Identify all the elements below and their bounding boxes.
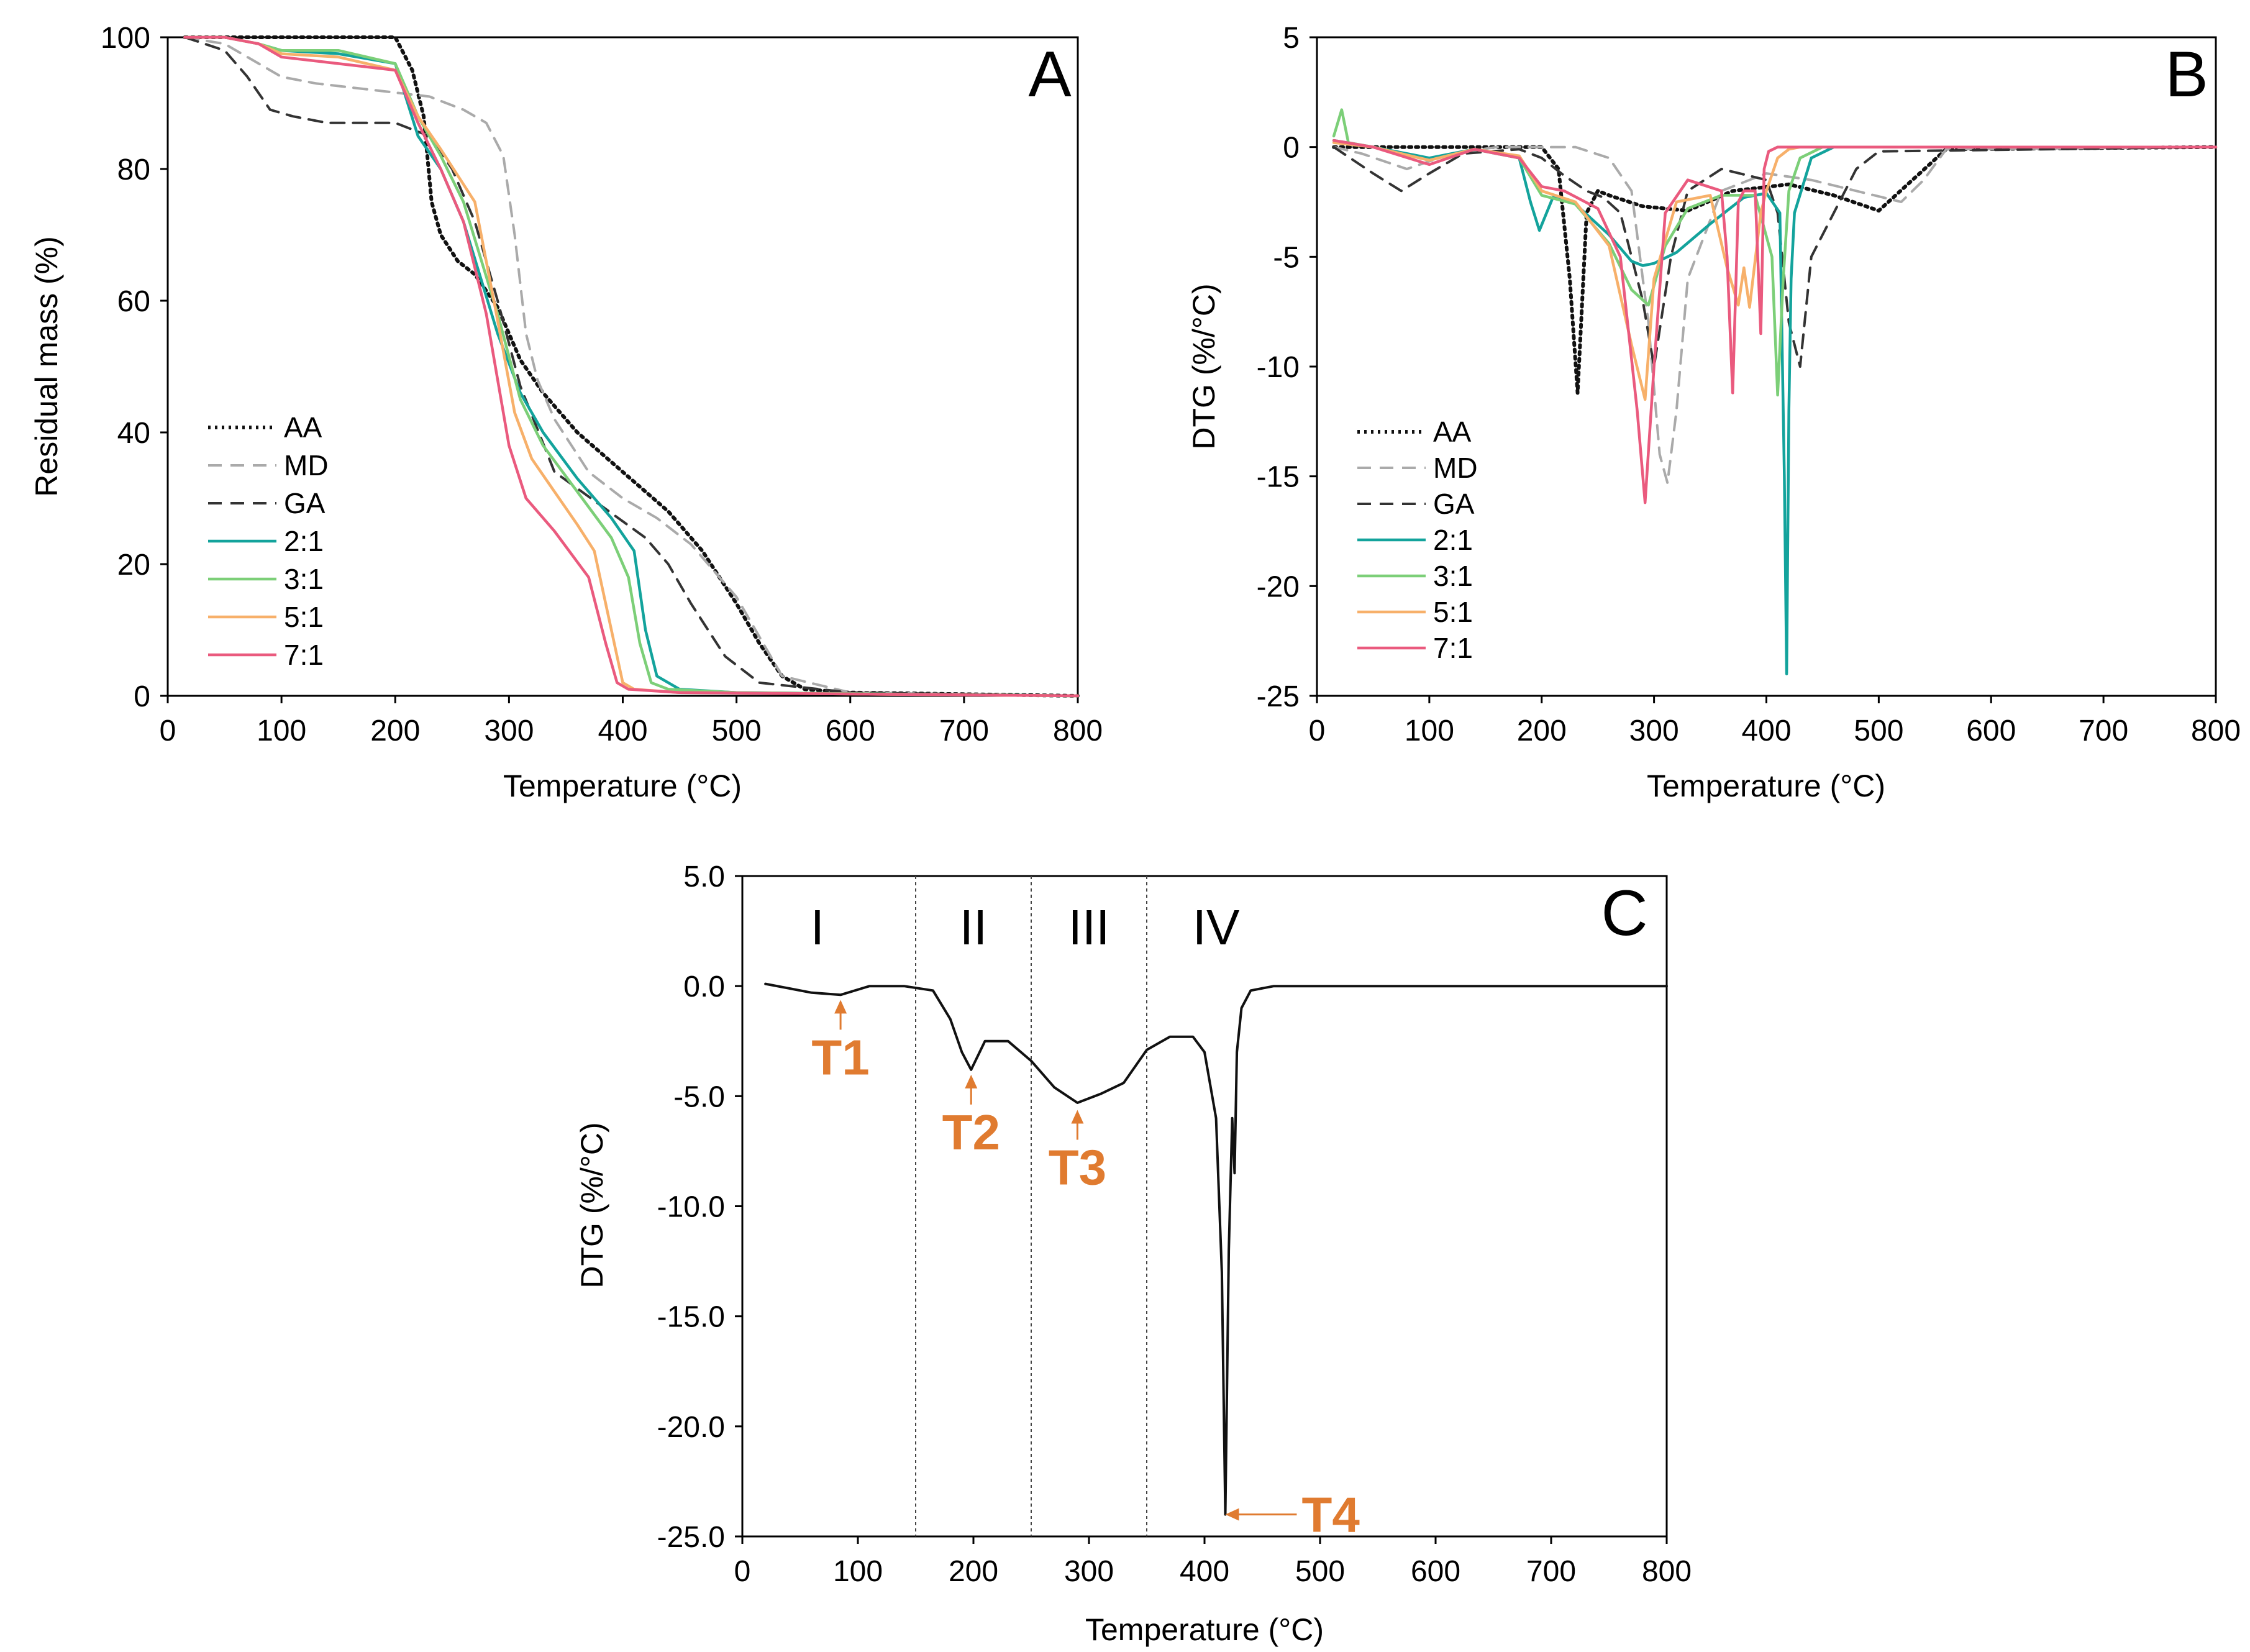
legend-label: MD (284, 449, 329, 481)
x-tick-label: 100 (1405, 714, 1454, 747)
y-tick-label: -15 (1257, 461, 1300, 494)
legend-label: 5:1 (284, 601, 324, 633)
x-tick-label: 800 (1053, 714, 1103, 747)
annotation-label-t3: T3 (1049, 1140, 1106, 1195)
panel-b: 0 100 200 300 400 500 600 700 800 -25 -20 -15 -10 -5 0… (1186, 22, 2241, 803)
annotation-label-t1: T1 (811, 1029, 869, 1085)
region-label: II (960, 900, 987, 955)
y-tick-label: 0 (1283, 132, 1300, 165)
x-tick-label: 500 (712, 714, 762, 747)
x-tick-label: 200 (370, 714, 420, 747)
y-tick-label: 80 (117, 153, 150, 186)
legend-label: GA (284, 487, 326, 519)
x-tick-label: 0 (160, 714, 176, 747)
y-tick-label: -15.0 (657, 1301, 725, 1334)
legend-label: MD (1433, 452, 1478, 484)
y-tick-label: 0.0 (683, 970, 725, 1003)
annotation-arrowhead-t3 (1071, 1110, 1084, 1124)
region-label: III (1068, 900, 1110, 955)
series-line-5-1 (183, 35, 1080, 698)
series-line-ga (183, 36, 1079, 697)
series-line-aa (1332, 145, 2218, 395)
series-line-md (183, 36, 1079, 697)
legend-label: AA (284, 411, 322, 444)
y-tick-label: 40 (117, 417, 150, 450)
y-tick-label: 5 (1283, 22, 1300, 55)
x-tick-label: 0 (1309, 714, 1326, 747)
y-tick-label: 20 (117, 549, 150, 582)
y-tick-label: 60 (117, 285, 150, 318)
x-tick-label: 200 (949, 1555, 998, 1588)
y-tick-label: -20.0 (657, 1411, 725, 1444)
annotation-arrowhead-t4 (1225, 1508, 1239, 1521)
x-tick-label: 100 (833, 1555, 883, 1588)
x-tick-label: 600 (826, 714, 875, 747)
x-tick-label: 300 (1629, 714, 1679, 747)
y-tick-label: -25.0 (657, 1521, 725, 1554)
annotation-label-t2: T2 (942, 1105, 1000, 1160)
annotation-label-t4: T4 (1301, 1487, 1360, 1543)
y-tick-label: 5.0 (683, 860, 725, 893)
series-line-7-1 (1332, 139, 2218, 504)
x-tick-label: 500 (1295, 1555, 1345, 1588)
y-tick-label: -10 (1257, 351, 1300, 384)
panel-c-ylabel: DTG (%/°C) (575, 1122, 609, 1288)
series-line-3-1 (183, 35, 1080, 698)
x-tick-label: 700 (1526, 1555, 1576, 1588)
y-tick-label: -20 (1257, 570, 1300, 603)
legend-label: 3:1 (1433, 560, 1473, 592)
series-line-dtg (764, 982, 1668, 1516)
panel-c-xlabel: Temperature (°C) (1085, 1612, 1324, 1647)
x-tick-label: 400 (598, 714, 647, 747)
series-line-ga (1332, 145, 2217, 368)
legend-label: AA (1433, 416, 1472, 448)
legend-label: 5:1 (1433, 596, 1473, 628)
region-label: IV (1193, 900, 1240, 955)
x-tick-label: 500 (1854, 714, 1903, 747)
y-tick-label: -10.0 (657, 1191, 725, 1224)
panel-a-label: A (1028, 39, 1072, 111)
y-tick-label: -5.0 (673, 1080, 725, 1113)
x-tick-label: 400 (1180, 1555, 1229, 1588)
series-line-7-1 (183, 35, 1080, 698)
legend-label: 2:1 (1433, 524, 1473, 556)
x-tick-label: 300 (1064, 1555, 1114, 1588)
y-tick-label: 100 (101, 22, 150, 55)
legend-label: 7:1 (284, 639, 324, 671)
series-line-5-1 (1332, 141, 2218, 401)
x-tick-label: 600 (1966, 714, 2016, 747)
x-tick-label: 800 (2191, 714, 2241, 747)
panel-c: I II III IV 0 100 200 300 400 500 600 700 800-25.0-… (575, 860, 1692, 1647)
legend-label: 7:1 (1433, 632, 1473, 664)
legend-label: GA (1433, 488, 1475, 520)
y-tick-label: 0 (134, 680, 150, 713)
legend-label: 2:1 (284, 525, 324, 557)
panel-b-ylabel: DTG (%/°C) (1186, 283, 1221, 449)
x-tick-label: 100 (257, 714, 306, 747)
panel-c-label: C (1601, 877, 1647, 949)
panel-b-label: B (2165, 39, 2208, 111)
x-tick-label: 0 (734, 1555, 751, 1588)
x-tick-label: 700 (939, 714, 989, 747)
y-tick-label: -25 (1257, 680, 1300, 713)
panel-b-xlabel: Temperature (°C) (1647, 769, 1885, 803)
x-tick-label: 200 (1517, 714, 1567, 747)
x-tick-label: 400 (1741, 714, 1791, 747)
region-label: I (811, 900, 824, 955)
series-line-aa (183, 35, 1080, 698)
legend-label: 3:1 (284, 563, 324, 595)
y-tick-label: -5 (1273, 241, 1300, 274)
series-line-2-1 (1332, 139, 2218, 675)
x-tick-label: 600 (1411, 1555, 1460, 1588)
x-tick-label: 300 (484, 714, 534, 747)
x-tick-label: 700 (2079, 714, 2128, 747)
annotation-arrowhead-t2 (965, 1074, 978, 1088)
panel-a-ylabel: Residual mass (%) (29, 236, 64, 497)
annotation-arrowhead-t1 (834, 1000, 847, 1014)
x-tick-label: 800 (1642, 1555, 1692, 1588)
panel-a-xlabel: Temperature (°C) (503, 769, 742, 803)
